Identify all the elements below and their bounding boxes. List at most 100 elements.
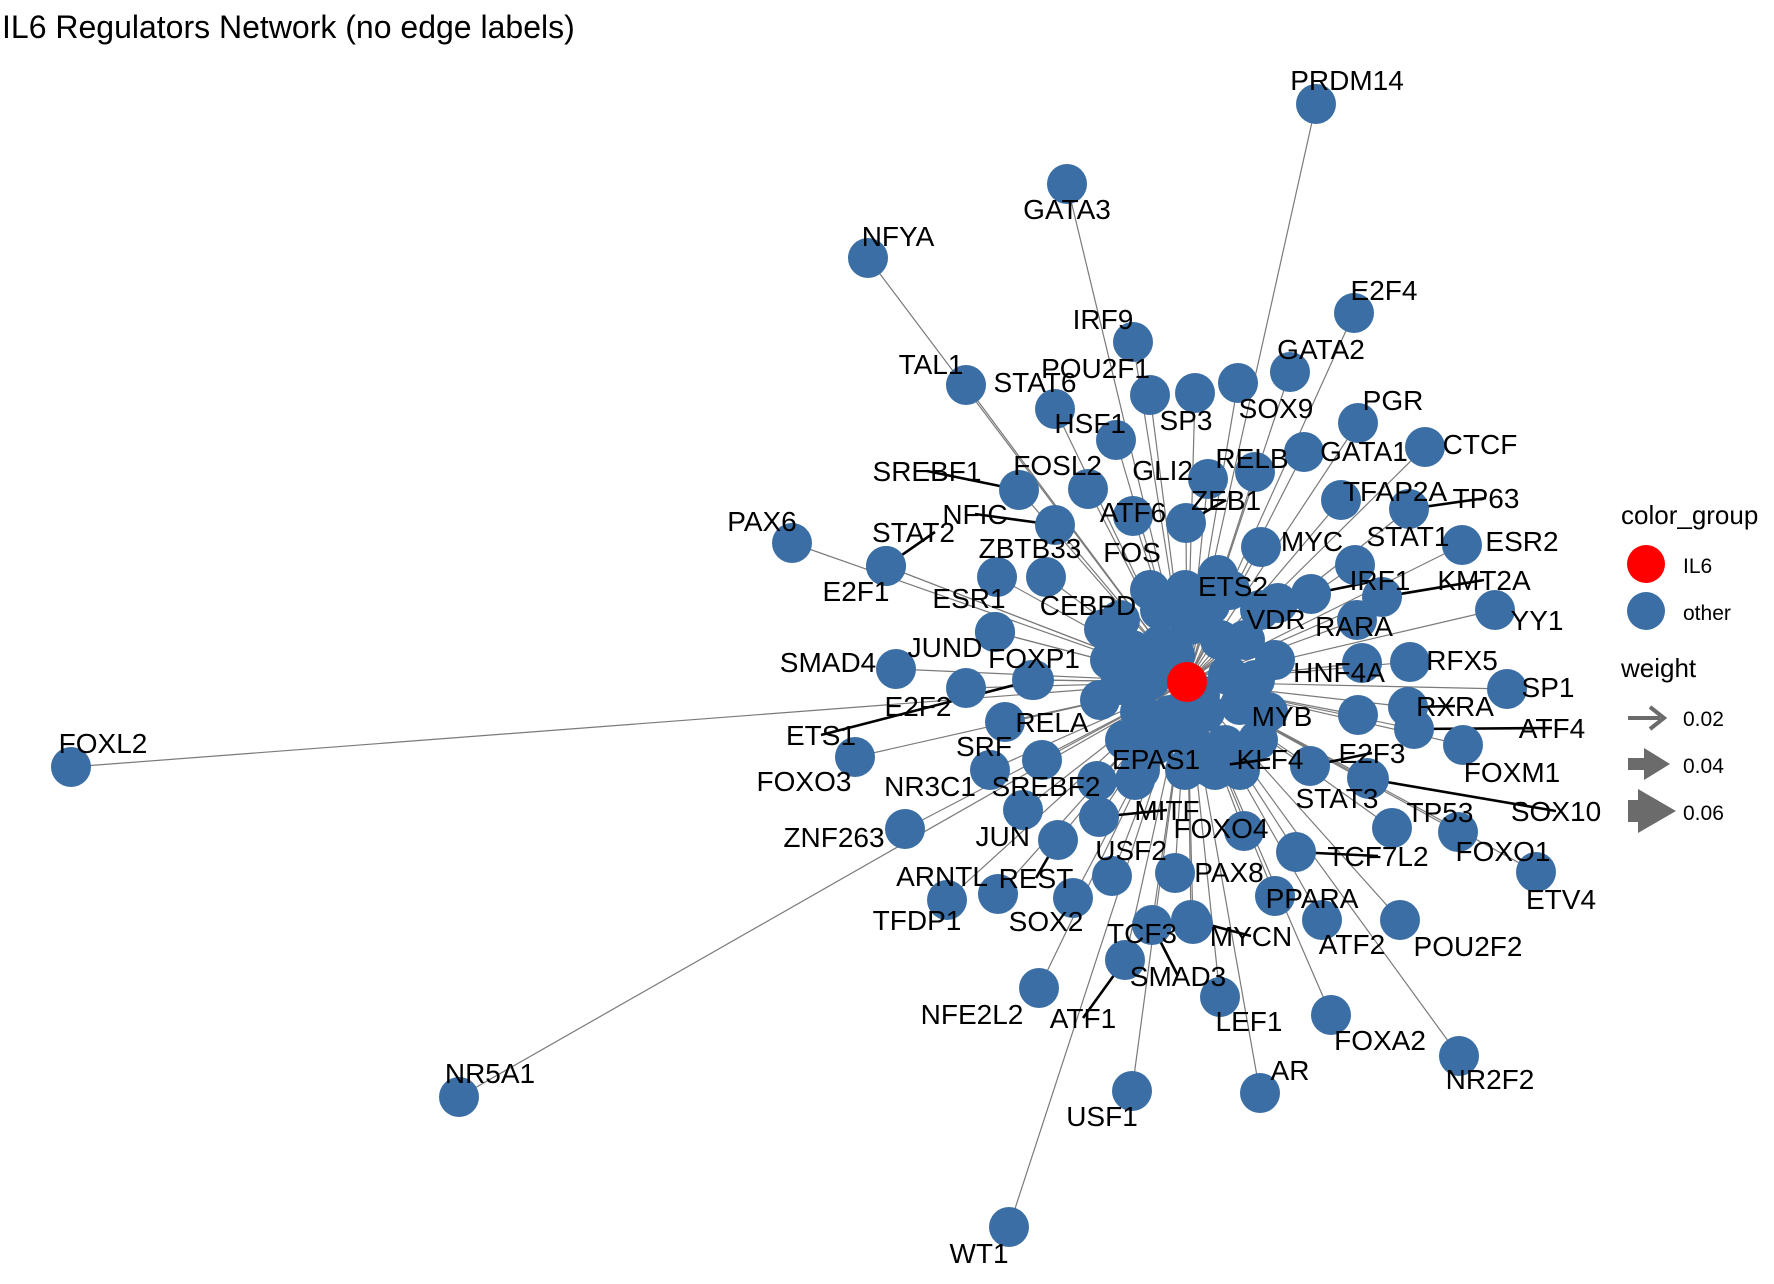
node-vdr[interactable] bbox=[1258, 583, 1298, 623]
node-label-nfic: NFIC bbox=[942, 499, 1007, 530]
node-nfya[interactable] bbox=[848, 238, 888, 278]
node-ctcf[interactable] bbox=[1405, 427, 1445, 467]
node-foxo4[interactable] bbox=[1224, 811, 1264, 851]
node-e2f2[interactable] bbox=[946, 668, 986, 708]
node-gata2[interactable] bbox=[1270, 352, 1310, 392]
node-stat6[interactable] bbox=[1035, 389, 1075, 429]
node-il6[interactable] bbox=[1167, 662, 1207, 702]
node-label-stat6: STAT6 bbox=[994, 367, 1077, 398]
node-pax6[interactable] bbox=[772, 523, 812, 563]
node-foxl2[interactable] bbox=[51, 747, 91, 787]
node-e2f1[interactable] bbox=[866, 546, 906, 586]
node-nr2f2[interactable] bbox=[1439, 1036, 1479, 1076]
node-sp3[interactable] bbox=[1175, 373, 1215, 413]
legend-weight-arrow-small bbox=[1628, 705, 1668, 731]
node-label-foxp1: FOXP1 bbox=[988, 643, 1080, 674]
node-sp1[interactable] bbox=[1487, 669, 1527, 709]
node-sox2[interactable] bbox=[1053, 878, 1093, 918]
node-srebf2[interactable] bbox=[1077, 761, 1117, 801]
node-tfap2a[interactable] bbox=[1321, 480, 1361, 520]
node-gata1[interactable] bbox=[1284, 432, 1324, 472]
node-label-jun: JUN bbox=[976, 821, 1030, 852]
node-irf9[interactable] bbox=[1113, 322, 1153, 362]
node-fosl2[interactable] bbox=[1068, 469, 1108, 509]
node-fos[interactable] bbox=[1026, 557, 1066, 597]
node-tp63[interactable] bbox=[1389, 489, 1429, 529]
node-sox9[interactable] bbox=[1218, 363, 1258, 403]
node-gata3[interactable] bbox=[1047, 164, 1087, 204]
node-label-nr2f2: NR2F2 bbox=[1446, 1064, 1535, 1095]
node-smad3[interactable] bbox=[1132, 905, 1172, 945]
node-nfe2l2[interactable] bbox=[1019, 968, 1059, 1008]
node-tcf3[interactable] bbox=[1173, 904, 1213, 944]
node-hsf1[interactable] bbox=[1096, 420, 1136, 460]
node-foxa2[interactable] bbox=[1311, 995, 1351, 1035]
node-gli2[interactable] bbox=[1188, 459, 1228, 499]
node-zbtb33[interactable] bbox=[977, 557, 1017, 597]
node-foxo1[interactable] bbox=[1438, 812, 1478, 852]
node-label-sox10: SOX10 bbox=[1511, 796, 1601, 827]
node-stat1[interactable] bbox=[1335, 545, 1375, 585]
node-label-nfe2l2: NFE2L2 bbox=[921, 999, 1024, 1030]
node-epas1[interactable] bbox=[1115, 760, 1155, 800]
node-rara[interactable] bbox=[1337, 600, 1377, 640]
node-hnf4a[interactable] bbox=[1342, 643, 1382, 683]
node-znf263[interactable] bbox=[885, 809, 925, 849]
node-tp53[interactable] bbox=[1372, 808, 1412, 848]
node-foxm1[interactable] bbox=[1443, 725, 1483, 765]
node-lef1[interactable] bbox=[1200, 977, 1240, 1017]
node-yy1[interactable] bbox=[1475, 590, 1515, 630]
node-sox10[interactable] bbox=[1349, 759, 1389, 799]
node-atf2[interactable] bbox=[1302, 900, 1342, 940]
edge-foxl2 bbox=[70, 681, 1188, 768]
node-tal1[interactable] bbox=[946, 365, 986, 405]
node-label-rela: RELA bbox=[1015, 707, 1088, 738]
node-atf6[interactable] bbox=[1113, 496, 1153, 536]
node-rfx5[interactable] bbox=[1390, 642, 1430, 682]
node-label-relb: RELB bbox=[1215, 443, 1288, 474]
node-arntl[interactable] bbox=[978, 874, 1018, 914]
node-myb[interactable] bbox=[1338, 695, 1378, 735]
node-foxo3[interactable] bbox=[835, 737, 875, 777]
node-irf1[interactable] bbox=[1291, 574, 1331, 614]
node-myc[interactable] bbox=[1241, 527, 1281, 567]
node-rest[interactable] bbox=[1038, 820, 1078, 860]
node-esr2[interactable] bbox=[1442, 525, 1482, 565]
node-ppara[interactable] bbox=[1255, 876, 1295, 916]
node-srebf1[interactable] bbox=[999, 470, 1039, 510]
node-tcf7l2[interactable] bbox=[1276, 832, 1316, 872]
node-mitf[interactable] bbox=[1079, 797, 1119, 837]
node-pou2f1[interactable] bbox=[1130, 375, 1170, 415]
node-nr5a1[interactable] bbox=[439, 1077, 479, 1117]
node-label-nr3c1: NR3C1 bbox=[884, 771, 976, 802]
node-e2f4[interactable] bbox=[1334, 293, 1374, 333]
node-zeb1[interactable] bbox=[1166, 503, 1206, 543]
node-atf4[interactable] bbox=[1394, 709, 1434, 749]
node-usf1[interactable] bbox=[1112, 1071, 1152, 1111]
node-e2f3[interactable] bbox=[1290, 746, 1330, 786]
node-tfdp1[interactable] bbox=[927, 880, 967, 920]
node-relb[interactable] bbox=[1235, 452, 1275, 492]
node-rela[interactable] bbox=[985, 702, 1025, 742]
node-pou2f2[interactable] bbox=[1380, 900, 1420, 940]
node-pgr[interactable] bbox=[1338, 403, 1378, 443]
node-usf2[interactable] bbox=[1092, 856, 1132, 896]
node-etv4[interactable] bbox=[1516, 852, 1556, 892]
node-atf1[interactable] bbox=[1105, 940, 1145, 980]
node-label-rfx5: RFX5 bbox=[1426, 645, 1498, 676]
node-prdm14[interactable] bbox=[1296, 84, 1336, 124]
node-ar[interactable] bbox=[1240, 1073, 1280, 1113]
node-klf4[interactable] bbox=[1190, 747, 1230, 787]
node-nfic[interactable] bbox=[1035, 505, 1075, 545]
node-cebpd[interactable] bbox=[1084, 609, 1124, 649]
node-ets1[interactable] bbox=[1014, 660, 1054, 700]
node-nr3c1[interactable] bbox=[1022, 740, 1062, 780]
node-smad4[interactable] bbox=[876, 649, 916, 689]
node-ets2[interactable] bbox=[1198, 555, 1238, 595]
node-label-tcf7l2: TCF7L2 bbox=[1327, 841, 1428, 872]
node-pax8[interactable] bbox=[1155, 853, 1195, 893]
node-jund[interactable] bbox=[975, 612, 1015, 652]
node-wt1[interactable] bbox=[989, 1207, 1029, 1247]
node-jun[interactable] bbox=[1003, 790, 1043, 830]
node-srf[interactable] bbox=[970, 750, 1010, 790]
